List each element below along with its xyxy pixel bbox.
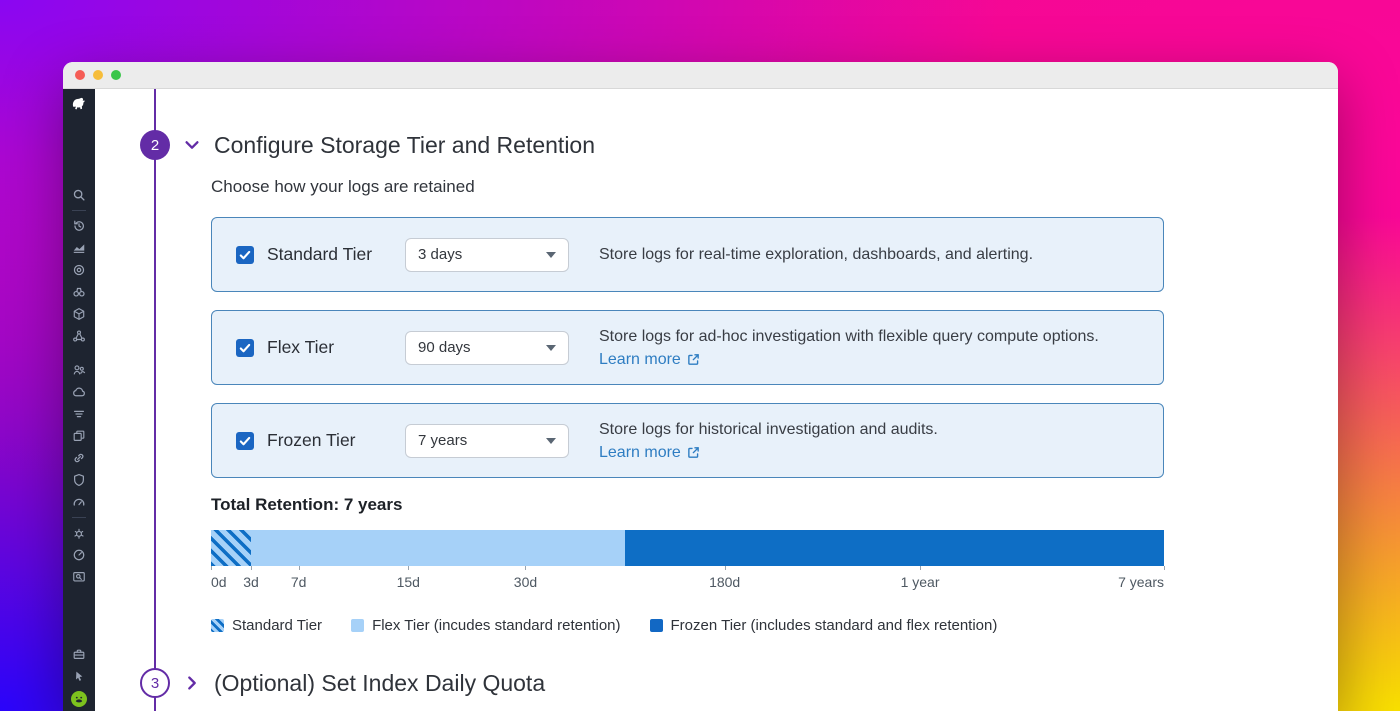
frozen-retention-select[interactable]: 7 years xyxy=(405,423,569,458)
frozen-tier-checkbox[interactable] xyxy=(236,431,254,450)
retention-bar xyxy=(211,530,1164,566)
main-content: 2 Configure Storage Tier and Retention C… xyxy=(95,89,1338,711)
caret-down-icon xyxy=(546,251,556,258)
chevron-down-icon[interactable] xyxy=(183,136,201,154)
flex-tier-checkbox[interactable] xyxy=(236,338,254,357)
user-avatar[interactable] xyxy=(71,691,87,707)
step2-number-badge: 2 xyxy=(140,130,170,160)
metrics-target-icon[interactable] xyxy=(72,263,86,277)
minimize-button[interactable] xyxy=(93,70,103,80)
axis-tick-mark xyxy=(525,566,527,570)
axis-tick-mark xyxy=(251,566,253,570)
pipelines-link-icon[interactable] xyxy=(72,451,86,465)
retention-axis: 0d 3d 7d 15d 30d 180d 1 year 7 years xyxy=(211,566,1165,592)
axis-tick-mark xyxy=(724,566,726,570)
maximize-button[interactable] xyxy=(111,70,121,80)
monitor-search-icon[interactable] xyxy=(72,570,86,584)
standard-tier-description: Store logs for real-time exploration, da… xyxy=(599,246,1034,263)
flex-retention-select[interactable]: 90 days xyxy=(405,330,569,365)
bar-segment-hatched xyxy=(211,530,252,566)
legend-swatch-frozen xyxy=(649,618,663,632)
frozen-tier-label: Frozen Tier xyxy=(267,430,356,450)
frozen-tier-card: Frozen Tier 7 years Store logs for histo… xyxy=(211,403,1164,478)
flex-tier-label: Flex Tier xyxy=(267,337,335,357)
checkmark-icon xyxy=(239,343,251,352)
external-link-icon xyxy=(687,353,699,365)
standard-retention-select[interactable]: 3 days xyxy=(405,237,569,272)
performance-speed-icon[interactable] xyxy=(72,548,86,562)
watchdog-binoculars-icon[interactable] xyxy=(72,285,86,299)
logs-filter-icon[interactable] xyxy=(72,407,86,421)
axis-tick-mark xyxy=(1164,566,1165,570)
axis-tick-mark xyxy=(408,566,410,570)
axis-tick-label: 30d xyxy=(513,574,538,590)
standard-tier-card: Standard Tier 3 days Store logs for real… xyxy=(211,217,1164,292)
frozen-tier-description: Store logs for historical investigation … xyxy=(599,418,938,464)
axis-tick-label: 15d xyxy=(396,574,420,590)
pointer-icon[interactable] xyxy=(72,669,86,683)
legend-item-standard: Standard Tier xyxy=(211,617,322,634)
axis-tick-mark xyxy=(211,566,212,570)
axis-tick-mark xyxy=(920,566,922,570)
cloud-icon[interactable] xyxy=(72,385,86,399)
frozen-retention-value: 7 years xyxy=(418,432,468,449)
datadog-logo[interactable] xyxy=(69,96,89,114)
axis-tick-label: 7d xyxy=(290,574,307,590)
legend-swatch-standard xyxy=(211,618,224,632)
history-icon[interactable] xyxy=(72,219,86,233)
flex-retention-value: 90 days xyxy=(418,339,471,356)
sidebar-divider xyxy=(72,517,86,518)
legend-swatch-flex xyxy=(351,618,365,632)
settings-bug-icon[interactable] xyxy=(72,526,86,540)
org-people-icon[interactable] xyxy=(72,363,86,377)
axis-tick-label: 180d xyxy=(709,574,741,590)
external-link-icon xyxy=(687,446,699,458)
step2-header[interactable]: 2 Configure Storage Tier and Retention xyxy=(95,130,1338,160)
step2-subtitle: Choose how your logs are retained xyxy=(211,177,475,196)
axis-tick-label: 0d xyxy=(211,574,227,590)
apps-windows-icon[interactable] xyxy=(72,429,86,443)
standard-tier-checkbox[interactable] xyxy=(236,245,254,264)
axis-tick-label: 7 years xyxy=(1118,574,1164,590)
flex-tier-description: Store logs for ad-hoc investigation with… xyxy=(599,325,1099,371)
bar-segment-frozen xyxy=(624,530,1164,566)
checkmark-icon xyxy=(239,250,251,259)
toolbox-icon[interactable] xyxy=(72,647,86,661)
retention-legend: Standard Tier Flex Tier (incudes standar… xyxy=(211,617,1338,634)
caret-down-icon xyxy=(546,344,556,351)
sidebar xyxy=(63,89,95,711)
caret-down-icon xyxy=(546,437,556,444)
step3-number-badge: 3 xyxy=(140,668,170,698)
axis-tick-label: 3d xyxy=(243,574,259,590)
window-titlebar xyxy=(63,62,1338,89)
step3-header[interactable]: 3 (Optional) Set Index Daily Quota xyxy=(95,668,1338,698)
step-connector-line xyxy=(154,89,156,711)
flex-learn-more-link[interactable]: Learn more xyxy=(599,348,700,371)
total-retention-title: Total Retention: 7 years xyxy=(211,495,403,514)
package-cube-icon[interactable] xyxy=(72,307,86,321)
standard-tier-label: Standard Tier xyxy=(267,244,373,264)
close-button[interactable] xyxy=(75,70,85,80)
chevron-right-icon[interactable] xyxy=(183,674,201,692)
sidebar-divider xyxy=(72,210,86,211)
search-icon[interactable] xyxy=(72,188,86,202)
axis-tick-label: 1 year xyxy=(900,574,940,590)
security-shield-icon[interactable] xyxy=(72,473,86,487)
flex-tier-card: Flex Tier 90 days Store logs for ad-hoc … xyxy=(211,310,1164,385)
step3-title[interactable]: (Optional) Set Index Daily Quota xyxy=(214,669,546,696)
gauge-icon[interactable] xyxy=(72,495,86,509)
bar-segment-flex xyxy=(251,530,625,566)
service-map-icon[interactable] xyxy=(72,329,86,343)
app-window: 2 Configure Storage Tier and Retention C… xyxy=(63,62,1338,711)
dashboards-icon[interactable] xyxy=(72,241,86,255)
axis-tick-mark xyxy=(298,566,300,570)
legend-item-flex: Flex Tier (incudes standard retention) xyxy=(351,617,621,634)
standard-retention-value: 3 days xyxy=(418,246,463,263)
legend-item-frozen: Frozen Tier (includes standard and flex … xyxy=(649,617,997,634)
step2-title[interactable]: Configure Storage Tier and Retention xyxy=(214,131,596,158)
checkmark-icon xyxy=(239,436,251,445)
frozen-learn-more-link[interactable]: Learn more xyxy=(599,441,700,464)
